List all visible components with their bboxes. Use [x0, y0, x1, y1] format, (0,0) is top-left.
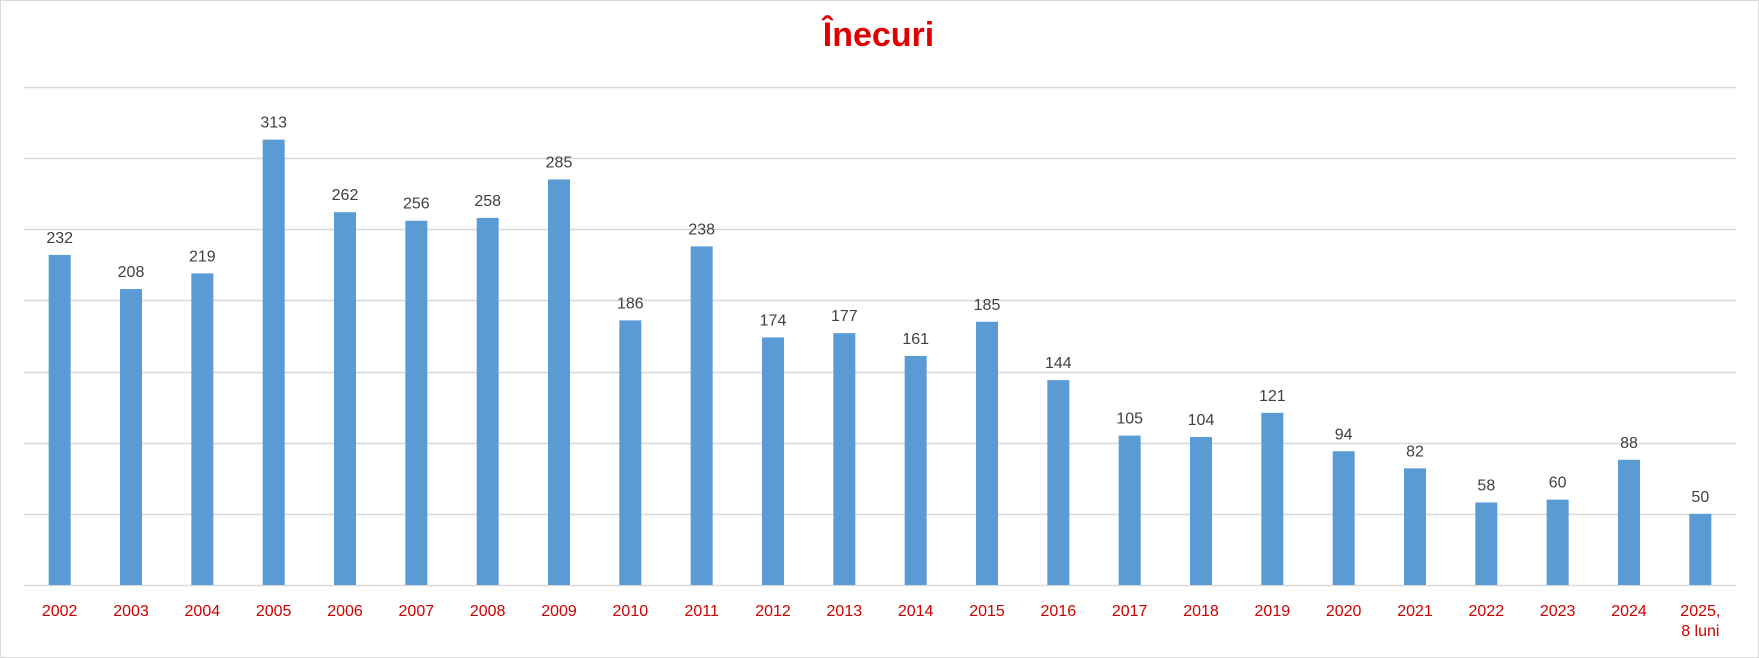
- data-label: 50: [1691, 489, 1709, 506]
- bar: [1118, 435, 1141, 585]
- bar: [476, 217, 499, 585]
- bar: [405, 220, 428, 585]
- bar: [334, 212, 356, 585]
- x-tick-label: 2006: [327, 603, 363, 620]
- x-tick-label: 2009: [541, 603, 577, 620]
- data-label: 58: [1477, 477, 1495, 494]
- bar: [548, 179, 570, 585]
- x-tick-label: 2002: [42, 603, 78, 620]
- x-tick-label: 2013: [827, 603, 863, 620]
- data-label: 262: [332, 187, 359, 204]
- x-tick-label: 2017: [1112, 603, 1148, 620]
- x-tick-label: 2023: [1540, 603, 1576, 620]
- bar: [191, 273, 214, 585]
- x-tick-label: 2018: [1183, 603, 1219, 620]
- bar: [904, 355, 927, 585]
- data-label: 88: [1620, 435, 1638, 452]
- bar: [690, 246, 713, 586]
- x-tick-label: 2020: [1326, 603, 1362, 620]
- bar: [1475, 502, 1498, 585]
- bar: [1689, 513, 1712, 585]
- x-tick-label: 2021: [1397, 603, 1433, 620]
- data-label: 177: [831, 308, 858, 325]
- bar: [1546, 499, 1569, 585]
- data-label: 144: [1045, 355, 1072, 372]
- data-label: 94: [1335, 426, 1353, 443]
- bar: [762, 337, 784, 585]
- x-tick-label: 2010: [613, 603, 649, 620]
- data-label: 208: [118, 264, 145, 281]
- data-label: 256: [403, 196, 430, 213]
- bar: [48, 254, 71, 585]
- data-label: 232: [46, 230, 73, 247]
- chart-title: Înecuri: [822, 16, 935, 54]
- bar: [262, 139, 285, 585]
- bar: [1190, 437, 1212, 585]
- data-label: 258: [474, 193, 501, 210]
- x-tick-label: 2003: [113, 603, 149, 620]
- data-label: 174: [760, 312, 787, 329]
- data-label: 219: [189, 248, 216, 265]
- x-tick-label: 2008: [470, 603, 506, 620]
- data-label: 104: [1188, 412, 1215, 429]
- x-tick-label: 2012: [755, 603, 791, 620]
- bar: [1332, 451, 1355, 585]
- x-tick-label: 2024: [1611, 603, 1647, 620]
- data-label: 121: [1259, 388, 1286, 405]
- bar: [1618, 459, 1640, 585]
- data-label: 60: [1549, 475, 1567, 492]
- x-tick-label: 8 luni: [1681, 623, 1719, 640]
- bar: [619, 320, 642, 585]
- x-tick-label: 2015: [969, 603, 1005, 620]
- data-label: 313: [260, 115, 287, 132]
- x-tick-label: 2014: [898, 603, 934, 620]
- bar: [976, 321, 998, 585]
- x-tick-label: 2016: [1041, 603, 1077, 620]
- x-tick-label: 2025,: [1680, 603, 1720, 620]
- data-label: 185: [974, 297, 1001, 314]
- data-label: 285: [546, 154, 573, 171]
- x-tick-label: 2007: [399, 603, 435, 620]
- x-tick-label: 2004: [185, 603, 221, 620]
- data-label: 105: [1116, 411, 1143, 428]
- data-label: 82: [1406, 443, 1424, 460]
- data-label: 186: [617, 295, 644, 312]
- bar: [1404, 468, 1426, 585]
- x-tick-label: 2022: [1469, 603, 1505, 620]
- x-tick-label: 2011: [684, 603, 719, 620]
- bar: [1261, 412, 1284, 585]
- bar: [1047, 380, 1070, 585]
- x-tick-label: 2019: [1255, 603, 1291, 620]
- data-label: 238: [688, 221, 715, 238]
- data-label: 161: [902, 331, 929, 348]
- bar: [833, 333, 856, 585]
- bar: [120, 289, 142, 585]
- x-tick-label: 2005: [256, 603, 292, 620]
